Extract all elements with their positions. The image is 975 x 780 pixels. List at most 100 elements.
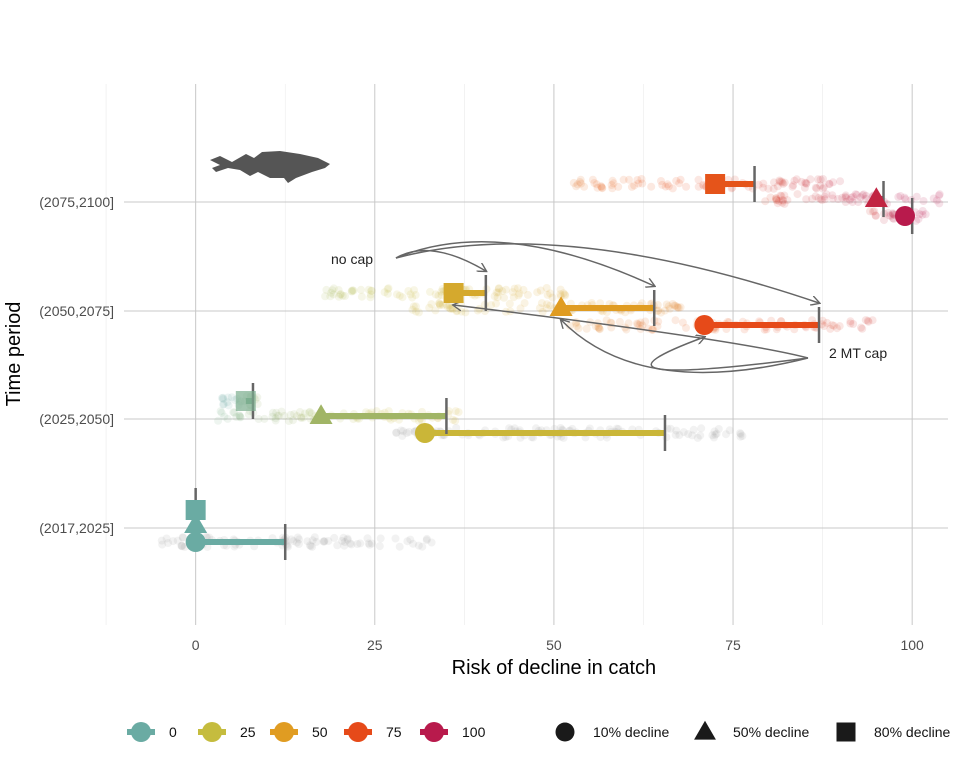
summary-points xyxy=(184,174,916,552)
jitter-point xyxy=(260,414,269,423)
jitter-point xyxy=(542,284,551,292)
jitter-point xyxy=(914,215,923,224)
jitter-point xyxy=(812,184,821,193)
jitter-point xyxy=(776,191,785,200)
y-tick-label: (2075,2100] xyxy=(39,194,114,210)
jitter-point xyxy=(178,542,187,551)
jitter-point xyxy=(572,322,581,331)
grid xyxy=(105,84,948,625)
jitter-point xyxy=(918,207,927,215)
jitter-point xyxy=(336,290,345,299)
jitter-point xyxy=(321,292,330,301)
legend-key-circle xyxy=(348,722,368,742)
jitter-point xyxy=(406,535,415,544)
jitter-point xyxy=(870,207,879,216)
jitter-point xyxy=(224,393,232,402)
jitter-point xyxy=(320,537,329,546)
jitter-point xyxy=(349,286,358,295)
jitter-point xyxy=(780,199,789,208)
jitter-point xyxy=(641,317,650,326)
jitter-point xyxy=(308,536,317,545)
jitter-point xyxy=(305,407,314,416)
jitter-point xyxy=(376,534,385,543)
jitter-point xyxy=(449,415,457,424)
jitter-point xyxy=(591,322,600,331)
jitter-point xyxy=(845,195,854,204)
jitter-point xyxy=(343,534,352,543)
y-tick-label: (2025,2050] xyxy=(39,411,114,427)
jitter-point xyxy=(675,179,684,188)
legend-key-circle xyxy=(424,722,444,742)
jitter-point xyxy=(224,401,233,410)
jitter-point xyxy=(308,542,317,551)
jitter-point xyxy=(595,324,604,333)
jitter-point xyxy=(871,211,880,220)
jitter-point xyxy=(636,318,645,327)
jitter-point xyxy=(519,285,528,294)
annotation-2mt-cap: 2 MT cap xyxy=(829,345,887,361)
jitter-point xyxy=(310,533,319,542)
jitter-point xyxy=(847,193,856,202)
jitter-point xyxy=(227,393,236,402)
legend-label: 10% decline xyxy=(593,724,669,740)
jitter-point xyxy=(593,183,602,192)
jitter-point xyxy=(426,287,434,296)
jitter-point xyxy=(675,431,684,440)
jitter-point xyxy=(398,293,407,302)
jitter-point xyxy=(624,319,633,328)
jitter-point xyxy=(307,409,316,418)
jitter-point xyxy=(461,308,470,317)
jitter-point xyxy=(657,308,665,317)
jitter-point xyxy=(346,539,355,548)
jitter-point xyxy=(235,411,244,420)
jitter-point xyxy=(236,413,245,422)
jitter-point xyxy=(320,537,328,546)
jitter-point xyxy=(334,292,343,301)
jitter-point xyxy=(290,410,299,419)
jitter-point xyxy=(851,190,860,199)
jitter-point xyxy=(380,288,389,297)
jitter-point xyxy=(710,433,718,442)
jitter-point xyxy=(397,426,406,435)
jitter-point xyxy=(829,178,837,187)
jitter-point xyxy=(820,195,829,204)
jitter-point xyxy=(820,322,829,330)
jitter-point xyxy=(828,194,837,203)
summary-point xyxy=(235,391,256,411)
jitter-point xyxy=(880,216,888,225)
jitter-point xyxy=(806,175,815,184)
jitter-point xyxy=(509,293,518,302)
jitter-point xyxy=(666,424,675,433)
jitter-point xyxy=(580,182,589,191)
jitter-point xyxy=(375,542,384,551)
x-axis-title: Risk of decline in catch xyxy=(452,657,657,679)
jitter-point xyxy=(367,539,376,548)
jitter-point xyxy=(403,537,412,546)
legend-key-circle xyxy=(202,722,222,742)
legend-label: 25 xyxy=(240,724,256,740)
jitter-point xyxy=(653,322,662,331)
jitter-point xyxy=(538,308,547,316)
jitter-point xyxy=(220,412,229,421)
jitter-point xyxy=(157,536,166,545)
jitter-point xyxy=(816,175,825,184)
jitter-point xyxy=(672,426,681,435)
jitter-point xyxy=(788,182,797,191)
jitter-point xyxy=(305,408,314,417)
jitter-point xyxy=(588,175,597,184)
jitter-point xyxy=(289,537,298,546)
jitter-point xyxy=(619,175,628,184)
jitter-point xyxy=(842,193,850,202)
jitter-point xyxy=(536,286,545,295)
jitter-point xyxy=(574,324,583,333)
legend-label: 0 xyxy=(169,724,177,740)
jitter-point xyxy=(330,533,339,542)
jitter-point xyxy=(754,180,763,189)
legend-label: 75 xyxy=(386,724,402,740)
jitter-point xyxy=(494,284,503,293)
jitter-point xyxy=(759,183,768,192)
jitter-point xyxy=(609,179,618,188)
jitter-point xyxy=(935,199,944,208)
jitter-point xyxy=(327,288,336,297)
jitter-point xyxy=(871,211,880,220)
